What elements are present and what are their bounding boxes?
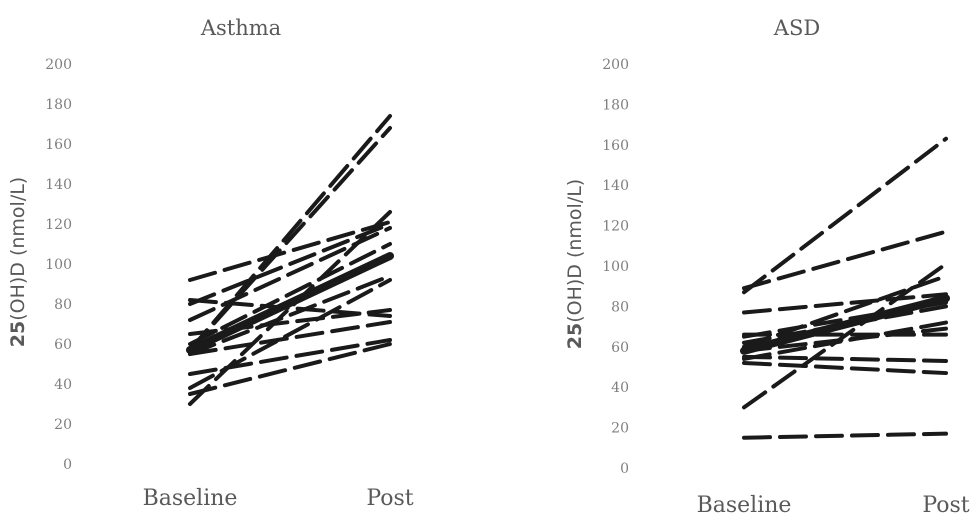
subject-line-11	[742, 354, 948, 363]
x-category-label: Post	[366, 486, 413, 511]
y-axis-label-bold: 25	[7, 321, 29, 347]
subject-line-7	[188, 242, 392, 346]
subject-line-12	[742, 360, 948, 376]
chart-panel-1: Asthma 0 20 40 60 80 100 120 140 160 180 200 25(OH)D…	[7, 16, 414, 511]
subject-line-8	[742, 320, 948, 361]
subject-line-7	[742, 304, 948, 345]
y-tick-label: 160	[602, 138, 629, 154]
y-tick-label: 40	[611, 380, 629, 396]
subject-line-1	[742, 136, 948, 295]
subject-line-12	[188, 320, 392, 356]
mean-line	[186, 252, 394, 354]
y-axis-label-bold: 25	[564, 323, 586, 349]
subject-line-2	[188, 126, 392, 352]
y-tick-label: 140	[45, 177, 72, 193]
subject-line-13	[188, 338, 392, 376]
y-tick-label: 40	[54, 377, 72, 393]
y-axis-label: 25(OH)D (nmol/L)	[7, 177, 29, 347]
chart-title: Asthma	[200, 16, 281, 40]
y-axis-label-rest: (OH)D (nmol/L)	[564, 179, 586, 323]
subject-line-8	[188, 274, 392, 356]
y-tick-label: 20	[611, 421, 629, 437]
subject-line-4	[188, 220, 392, 282]
y-tick-label: 0	[63, 457, 72, 473]
y-tick-label: 200	[602, 57, 629, 73]
x-category-label: Baseline	[697, 493, 792, 514]
subject-line-2	[742, 229, 948, 291]
subject-line-13	[742, 431, 948, 440]
y-tick-label: 60	[611, 340, 629, 356]
y-axis-label: 25(OH)D (nmol/L)	[564, 179, 586, 349]
y-axis-label-rest: (OH)D (nmol/L)	[7, 177, 29, 321]
subject-line-6	[188, 226, 392, 322]
subject-line-5	[188, 222, 392, 306]
mean-line	[740, 294, 950, 355]
subject-line-14	[188, 342, 392, 396]
subject-line-4	[742, 274, 948, 349]
y-tick-label: 140	[602, 178, 629, 194]
x-category-label: Baseline	[143, 486, 238, 511]
y-tick-label: 120	[45, 217, 72, 233]
y-tick-label: 120	[602, 219, 629, 235]
subject-line-11	[188, 298, 392, 318]
y-tick-label: 100	[45, 257, 72, 273]
y-tick-label: 180	[602, 97, 629, 113]
y-tick-label: 160	[45, 137, 72, 153]
subject-line-9	[742, 326, 948, 353]
y-tick-label: 0	[620, 461, 629, 477]
x-category-label: Post	[922, 493, 969, 514]
subject-line-9	[188, 278, 392, 390]
y-tick-label: 20	[54, 417, 72, 433]
y-tick-label: 80	[611, 299, 629, 315]
y-tick-label: 60	[54, 337, 72, 353]
chart-panel-2: ASD 0 20 40 60 80 100 120 140 160 180 200 25(OH)D (n…	[564, 16, 970, 514]
y-tick-label: 180	[45, 97, 72, 113]
y-tick-label: 200	[45, 57, 72, 73]
subject-line-5	[742, 292, 948, 315]
chart-title: ASD	[773, 16, 820, 40]
y-tick-label: 80	[54, 297, 72, 313]
y-tick-label: 100	[602, 259, 629, 275]
